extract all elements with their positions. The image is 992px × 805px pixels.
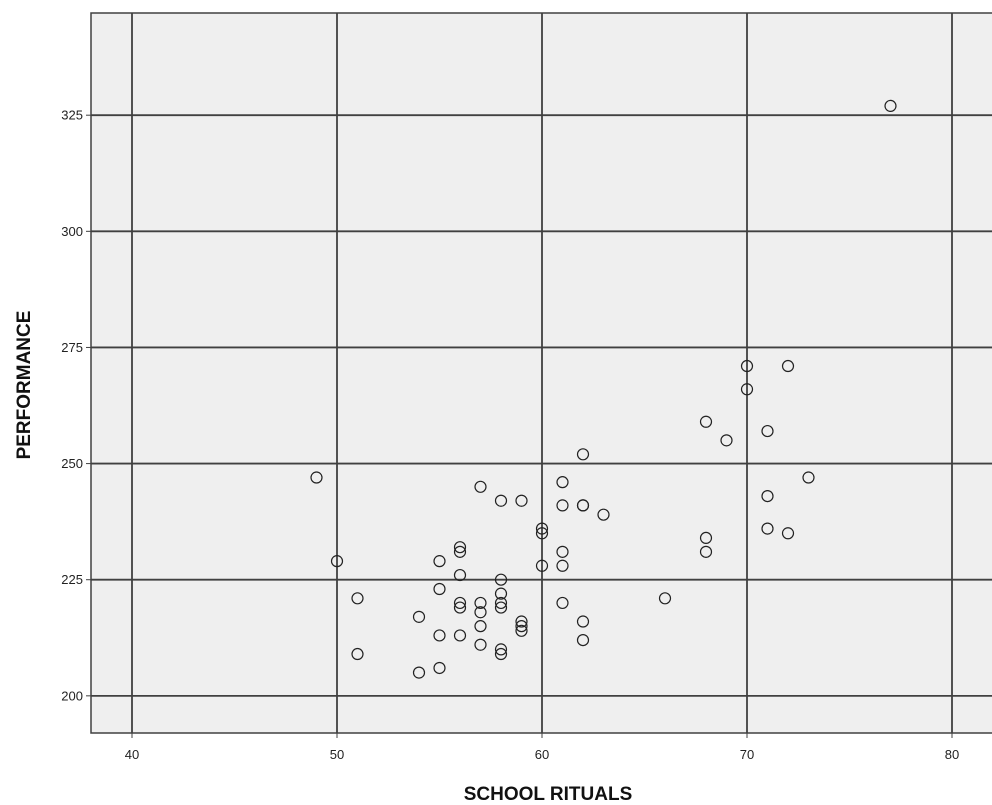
data-point [556,545,569,558]
data-point [761,489,774,503]
data-point [699,415,713,428]
y-tick-label: 325 [61,108,83,123]
data-point [515,494,528,507]
data-point [494,647,508,661]
y-tick-label: 300 [61,224,83,239]
y-axis-title: PERFORMANCE [14,311,35,460]
data-point [453,545,467,558]
data-point [740,359,754,373]
data-point [576,448,590,461]
data-point [658,592,672,605]
data-point [433,629,446,642]
data-point [351,647,364,661]
data-point [761,424,774,438]
data-point [494,573,508,586]
data-point [474,606,487,619]
data-point [556,596,569,610]
data-point [433,555,446,568]
data-point [781,359,795,373]
data-point [761,522,774,535]
data-point [535,522,549,535]
y-tick-label: 225 [61,572,83,587]
x-tick-label: 80 [945,747,959,762]
x-tick-label: 70 [740,747,754,762]
data-point [515,624,528,637]
data-point [433,582,446,596]
data-point [453,568,467,582]
data-point [474,480,487,493]
data-points [310,99,897,679]
data-point [884,99,897,113]
data-point [453,629,467,642]
data-point [310,471,323,484]
data-point [556,476,569,489]
data-point [576,633,590,647]
data-point [351,592,364,605]
data-point [494,643,508,656]
data-point [453,601,467,614]
data-point [453,541,467,554]
data-point [556,499,569,512]
data-point [515,615,528,628]
data-point [330,555,344,568]
data-point [412,666,426,679]
data-point [412,610,426,623]
data-point [576,615,590,628]
data-point [494,494,508,507]
x-tick-label: 40 [125,747,139,762]
y-tick-label: 250 [61,456,83,471]
data-point [515,620,528,633]
data-point [556,559,569,572]
x-tick-label: 60 [535,747,549,762]
data-point [474,596,487,610]
y-tick-label: 200 [61,688,83,703]
data-point [699,545,713,558]
data-point [474,620,487,633]
data-point [433,661,446,675]
data-point [494,587,508,600]
data-point [474,638,487,651]
data-point [494,601,508,614]
data-point [576,499,590,512]
data-point [453,596,467,610]
data-point [699,531,713,545]
data-point [740,383,754,396]
grid [91,13,992,733]
data-point [535,559,549,572]
axis-ticks: 40 50 60 70 80 200 225 250 275 300 325 [61,108,959,762]
data-point [535,527,549,540]
x-tick-label: 50 [330,747,344,762]
x-axis-title: SCHOOL RITUALS [464,784,633,805]
data-point [781,527,795,540]
y-tick-label: 275 [61,340,83,355]
data-point [597,508,610,521]
data-point [494,596,508,610]
data-point [802,471,815,484]
data-point [720,434,733,447]
